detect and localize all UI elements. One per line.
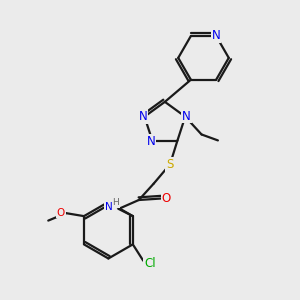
Text: Cl: Cl (144, 256, 156, 270)
Text: O: O (162, 192, 171, 205)
Text: H: H (112, 199, 119, 208)
Text: S: S (166, 158, 174, 171)
Text: N: N (146, 135, 155, 148)
Text: N: N (182, 110, 191, 122)
Text: N: N (139, 110, 147, 123)
Text: N: N (105, 202, 113, 212)
Text: O: O (57, 208, 65, 218)
Text: N: N (212, 29, 220, 43)
